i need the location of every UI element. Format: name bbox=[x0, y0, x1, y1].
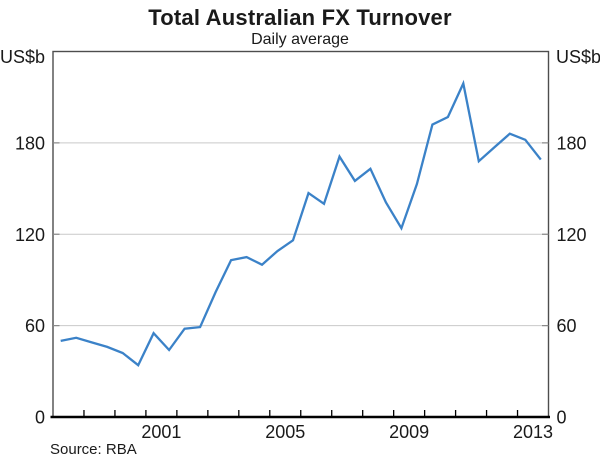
y-tick-label-right-120: 120 bbox=[557, 225, 587, 245]
y-axis-unit-left: US$b bbox=[0, 47, 46, 67]
x-tick-label-2001: 2001 bbox=[141, 422, 181, 442]
chart-subtitle: Daily average bbox=[251, 31, 349, 48]
y-tick-label-right-180: 180 bbox=[557, 133, 587, 153]
y-tick-label-left-60: 60 bbox=[25, 316, 45, 336]
chart-title: Total Australian FX Turnover bbox=[148, 5, 452, 30]
fx-turnover-line bbox=[60, 79, 542, 367]
x-tick-label-2009: 2009 bbox=[389, 422, 429, 442]
source-note: Source: RBA bbox=[50, 441, 137, 458]
y-axis-unit-right: US$b bbox=[556, 47, 600, 67]
x-tick-label-2013: 2013 bbox=[513, 422, 553, 442]
y-tick-label-left-0: 0 bbox=[35, 408, 45, 428]
y-tick-label-right-0: 0 bbox=[557, 408, 567, 428]
y-tick-label-left-120: 120 bbox=[15, 225, 45, 245]
y-tick-label-right-60: 60 bbox=[557, 316, 577, 336]
y-tick-label-left-180: 180 bbox=[15, 133, 45, 153]
x-tick-label-2005: 2005 bbox=[265, 422, 305, 442]
